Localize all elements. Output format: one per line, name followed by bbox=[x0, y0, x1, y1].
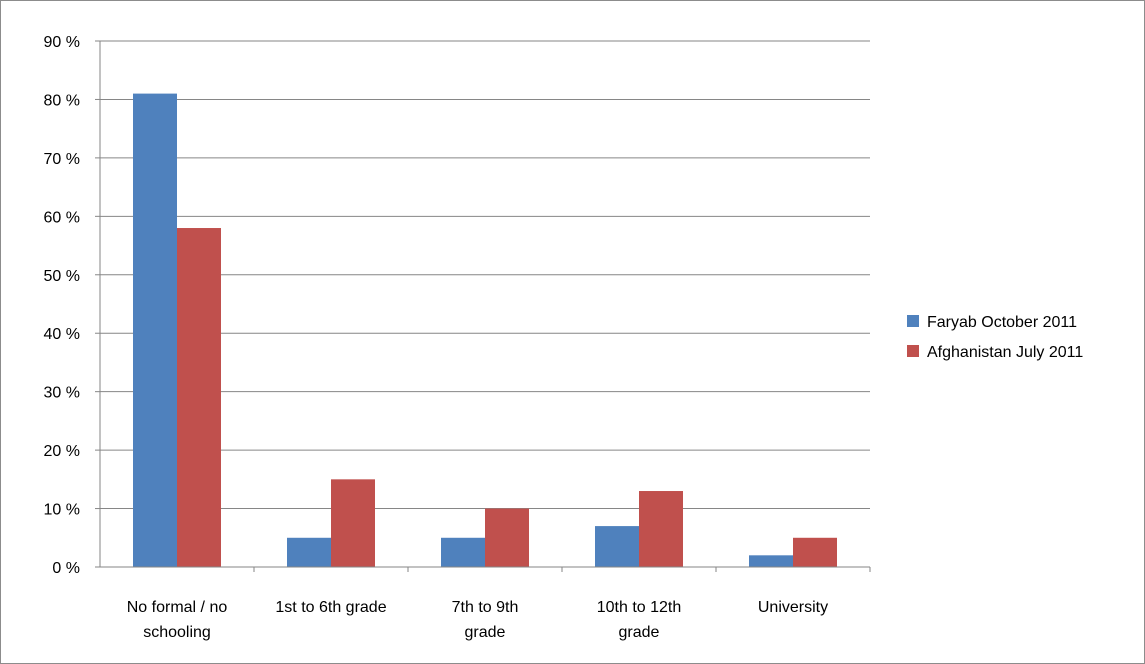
legend-swatch bbox=[907, 345, 919, 357]
y-tick-label: 40 % bbox=[44, 326, 80, 343]
bar bbox=[133, 93, 177, 567]
y-tick-label: 80 % bbox=[44, 92, 80, 109]
legend-label: Faryab October 2011 bbox=[927, 314, 1077, 331]
bar bbox=[287, 537, 331, 567]
y-tick-label: 60 % bbox=[44, 209, 80, 226]
bar bbox=[639, 491, 683, 567]
y-tick-label: 0 % bbox=[52, 560, 80, 577]
y-tick-label: 90 % bbox=[44, 34, 80, 51]
bar bbox=[441, 537, 485, 567]
x-tick-label: University bbox=[758, 599, 828, 616]
axes bbox=[95, 40, 871, 572]
y-tick-label: 20 % bbox=[44, 443, 80, 460]
y-tick-label: 50 % bbox=[44, 268, 80, 285]
x-tick-label: 7th to 9th grade bbox=[452, 599, 519, 641]
bar bbox=[749, 555, 793, 567]
gridlines bbox=[100, 40, 870, 510]
bar bbox=[793, 537, 837, 567]
x-tick-labels: No formal / no schooling 1st to 6th grade 7… bbox=[127, 599, 828, 641]
bars bbox=[133, 93, 837, 567]
x-tick-label: No formal / no schooling bbox=[127, 599, 228, 641]
x-tick-label: 1st to 6th grade bbox=[275, 599, 386, 616]
bar bbox=[177, 228, 221, 567]
bar bbox=[595, 526, 639, 567]
x-tick-label: 10th to 12th grade bbox=[597, 599, 682, 641]
y-tick-label: 30 % bbox=[44, 385, 80, 402]
y-tick-label: 70 % bbox=[44, 151, 80, 168]
legend-swatch bbox=[907, 315, 919, 327]
bar bbox=[331, 479, 375, 567]
y-tick-label: 10 % bbox=[44, 502, 80, 519]
y-tick-labels: 0 % 10 % 20 % 30 % 40 % 50 % 60 % 70 % 80 % 90 % bbox=[44, 34, 80, 577]
legend-label: Afghanistan July 2011 bbox=[927, 344, 1083, 361]
legend: Faryab October 2011 Afghanistan July 2011 bbox=[907, 314, 1083, 361]
bar bbox=[485, 508, 529, 567]
